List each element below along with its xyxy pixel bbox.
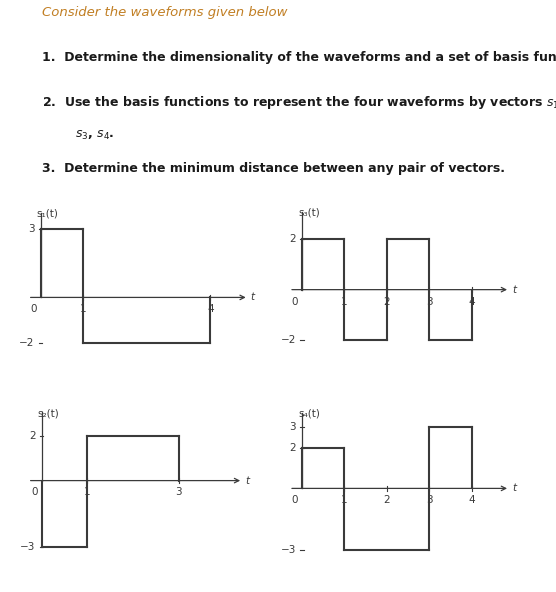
Text: 0: 0 — [32, 487, 38, 497]
Text: 2: 2 — [289, 443, 296, 452]
Text: 2: 2 — [384, 297, 390, 307]
Text: 1.  Determine the dimensionality of the waveforms and a set of basis functions.: 1. Determine the dimensionality of the w… — [42, 51, 556, 64]
Text: 4: 4 — [468, 496, 475, 505]
Text: s₂(t): s₂(t) — [37, 408, 59, 418]
Text: 3: 3 — [176, 487, 182, 497]
Text: 3: 3 — [289, 422, 296, 432]
Text: $s_3$, $s_4$.: $s_3$, $s_4$. — [75, 129, 115, 142]
Text: −2: −2 — [281, 335, 296, 345]
Text: −3: −3 — [21, 542, 36, 552]
Text: 2: 2 — [29, 431, 36, 441]
Text: 0: 0 — [292, 496, 299, 505]
Text: s₁(t): s₁(t) — [37, 208, 58, 218]
Text: 3: 3 — [28, 224, 34, 234]
Text: t: t — [512, 285, 516, 295]
Text: 2: 2 — [384, 496, 390, 505]
Text: −3: −3 — [281, 545, 296, 555]
Text: t: t — [251, 292, 255, 303]
Text: t: t — [512, 484, 516, 493]
Text: s₃(t): s₃(t) — [298, 207, 320, 217]
Text: 4: 4 — [468, 297, 475, 307]
Text: 2.  Use the basis functions to represent the four waveforms by vectors $s_1$, $s: 2. Use the basis functions to represent … — [42, 94, 556, 111]
Text: 1: 1 — [341, 297, 348, 307]
Text: Consider the waveforms given below: Consider the waveforms given below — [42, 6, 287, 19]
Text: 3: 3 — [426, 496, 433, 505]
Text: 1: 1 — [80, 304, 86, 314]
Text: 2: 2 — [289, 234, 296, 244]
Text: 0: 0 — [31, 304, 37, 314]
Text: −2: −2 — [19, 338, 34, 348]
Text: t: t — [245, 475, 250, 485]
Text: 1: 1 — [341, 496, 348, 505]
Text: 0: 0 — [292, 297, 299, 307]
Text: 3: 3 — [426, 297, 433, 307]
Text: 4: 4 — [207, 304, 214, 314]
Text: 1: 1 — [84, 487, 91, 497]
Text: s₄(t): s₄(t) — [298, 408, 320, 419]
Text: 3.  Determine the minimum distance between any pair of vectors.: 3. Determine the minimum distance betwee… — [42, 162, 505, 175]
